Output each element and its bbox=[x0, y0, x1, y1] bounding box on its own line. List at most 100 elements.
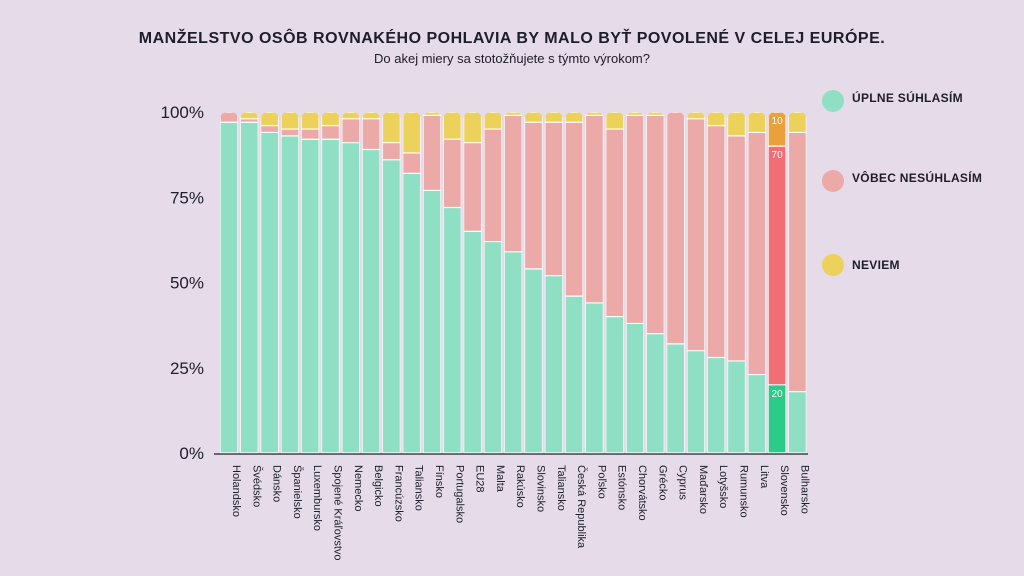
bar-outline bbox=[260, 112, 279, 454]
x-tick-label-Portugalsko: Portugalsko bbox=[453, 465, 465, 523]
x-tick-label-Lotyšsko: Lotyšsko bbox=[717, 465, 729, 508]
data-label-Slovensko-2: 10 bbox=[772, 116, 784, 127]
x-tick-label-Malta: Malta bbox=[494, 465, 506, 493]
bar-segment-Španielsko-ÚPLNE SÚHLASÍM bbox=[280, 135, 299, 453]
bar-segment-Slovensko-VÔBEC NESÚHLASÍM bbox=[768, 146, 787, 385]
x-tick-label-Holandsko: Holandsko bbox=[230, 465, 242, 517]
bar-segment-Chorvátsko-NEVIEM bbox=[626, 112, 644, 116]
bar-outline bbox=[423, 112, 441, 454]
bar-segment-Taliansko-ÚPLNE SÚHLASÍM bbox=[402, 173, 421, 453]
bar-segment-Dánsko-NEVIEM bbox=[260, 112, 279, 126]
data-label-Slovensko-0: 20 bbox=[772, 389, 784, 400]
x-tick-label-Taliansko: Taliansko bbox=[413, 465, 425, 511]
x-tick-label-Poľsko: Poľsko bbox=[595, 465, 607, 499]
bar-segment-Luxembursko-NEVIEM bbox=[301, 112, 320, 130]
bar-segment-Dánsko-ÚPLNE SÚHLASÍM bbox=[260, 132, 279, 453]
bar-segment-Česká Republika-NEVIEM bbox=[565, 112, 584, 123]
bar-segment-Bulharsko-ÚPLNE SÚHLASÍM bbox=[788, 391, 807, 453]
bar-segment-Litva-NEVIEM bbox=[747, 112, 766, 133]
bar-segment-Cyprus-ÚPLNE SÚHLASÍM bbox=[666, 343, 685, 453]
bar-segment-EU28-ÚPLNE SÚHLASÍM bbox=[463, 231, 482, 453]
bar-segment-Rakúsko-NEVIEM bbox=[504, 112, 523, 116]
legend-swatch-agree bbox=[822, 90, 844, 112]
bar-segment-Nemecko-VÔBEC NESÚHLASÍM bbox=[341, 118, 360, 143]
bar-segment-Fínsko-VÔBEC NESÚHLASÍM bbox=[423, 115, 441, 191]
x-tick-label-Grécko: Grécko bbox=[656, 465, 668, 500]
bar-outline bbox=[524, 112, 543, 454]
bar-segment-Fínsko-ÚPLNE SÚHLASÍM bbox=[423, 190, 441, 453]
bar-segment-Poľsko-VÔBEC NESÚHLASÍM bbox=[585, 115, 604, 303]
bar-segment-Holandsko-ÚPLNE SÚHLASÍM bbox=[220, 122, 238, 453]
x-tick-label-Slovensko: Slovensko bbox=[778, 465, 790, 516]
legend-swatch-disagree bbox=[822, 170, 844, 192]
bar-outline bbox=[220, 112, 238, 454]
bar-segment-Luxembursko-ÚPLNE SÚHLASÍM bbox=[301, 139, 320, 453]
y-tick-label: 25% bbox=[170, 359, 204, 378]
x-tick-label-Fínsko: Fínsko bbox=[433, 465, 445, 498]
bar-outline bbox=[280, 112, 299, 454]
x-tick-label-Česká Republika: Česká Republika bbox=[575, 465, 588, 549]
bar-segment-Cyprus-VÔBEC NESÚHLASÍM bbox=[666, 112, 685, 344]
bar-segment-Dánsko-VÔBEC NESÚHLASÍM bbox=[260, 125, 279, 133]
bar-outline bbox=[544, 112, 563, 454]
bar-segment-Francúzsko-ÚPLNE SÚHLASÍM bbox=[382, 159, 401, 454]
chart-title: MANŽELSTVO OSÔB ROVNAKÉHO POHLAVIA BY MA… bbox=[138, 30, 886, 47]
bar-segment-Grécko-VÔBEC NESÚHLASÍM bbox=[646, 115, 665, 334]
bar-outline bbox=[402, 112, 421, 454]
bar-outline bbox=[788, 112, 807, 454]
bar-outline bbox=[626, 112, 644, 454]
bar-outline bbox=[443, 112, 462, 454]
bar-segment-EU28-VÔBEC NESÚHLASÍM bbox=[463, 142, 482, 232]
bar-segment-Rumunsko-VÔBEC NESÚHLASÍM bbox=[727, 135, 746, 361]
bar-segment-Portugalsko-VÔBEC NESÚHLASÍM bbox=[443, 139, 462, 208]
bar-segment-Holandsko-VÔBEC NESÚHLASÍM bbox=[220, 112, 238, 123]
x-tick-label-Nemecko: Nemecko bbox=[352, 465, 364, 511]
bar-segment-Taliansko-ÚPLNE SÚHLASÍM bbox=[544, 275, 563, 453]
x-tick-label-Maďarsko: Maďarsko bbox=[697, 465, 709, 514]
bar-outline bbox=[463, 112, 482, 454]
bar-segment-Maďarsko-NEVIEM bbox=[686, 112, 705, 119]
bar-segment-Belgicko-NEVIEM bbox=[362, 112, 381, 119]
bar-outline bbox=[321, 112, 340, 454]
bar-segment-Grécko-ÚPLNE SÚHLASÍM bbox=[646, 333, 665, 453]
bar-segment-Švédsko-NEVIEM bbox=[240, 112, 259, 119]
x-tick-label-Švédsko: Švédsko bbox=[250, 465, 263, 507]
bar-segment-Slovinsko-ÚPLNE SÚHLASÍM bbox=[524, 268, 543, 453]
bar-outline bbox=[240, 112, 259, 454]
bar-segment-Litva-ÚPLNE SÚHLASÍM bbox=[747, 374, 766, 453]
bar-segment-Bulharsko-VÔBEC NESÚHLASÍM bbox=[788, 132, 807, 392]
bar-segment-Chorvátsko-VÔBEC NESÚHLASÍM bbox=[626, 115, 644, 324]
x-tick-label-Chorvátsko: Chorvátsko bbox=[636, 465, 648, 521]
x-tick-label-Rumunsko: Rumunsko bbox=[738, 465, 750, 518]
y-tick-label: 100% bbox=[161, 103, 204, 122]
x-tick-label-EU28: EU28 bbox=[474, 465, 486, 493]
legend-label-dont-know: NEVIEM bbox=[852, 258, 900, 272]
bar-segment-Nemecko-NEVIEM bbox=[341, 112, 360, 119]
bar-segment-Estónsko-ÚPLNE SÚHLASÍM bbox=[605, 316, 624, 453]
bar-segment-Rakúsko-VÔBEC NESÚHLASÍM bbox=[504, 115, 523, 252]
bar-segment-Belgicko-VÔBEC NESÚHLASÍM bbox=[362, 118, 381, 150]
legend-swatch-dont-know bbox=[822, 254, 844, 276]
bar-segment-Švédsko-ÚPLNE SÚHLASÍM bbox=[240, 122, 259, 453]
bar-segment-Francúzsko-NEVIEM bbox=[382, 112, 401, 143]
bar-segment-Nemecko-ÚPLNE SÚHLASÍM bbox=[341, 142, 360, 453]
bar-segment-Rumunsko-ÚPLNE SÚHLASÍM bbox=[727, 360, 746, 453]
x-tick-label-Belgicko: Belgicko bbox=[372, 465, 384, 507]
bar-segment-Fínsko-NEVIEM bbox=[423, 112, 441, 116]
legend-label-agree: ÚPLNE SÚHLASÍM bbox=[852, 91, 963, 105]
bar-segment-Bulharsko-NEVIEM bbox=[788, 112, 807, 133]
x-tick-label-Luxembursko: Luxembursko bbox=[311, 465, 323, 531]
x-tick-label-Estónsko: Estónsko bbox=[616, 465, 628, 510]
bar-segment-Taliansko-NEVIEM bbox=[402, 112, 421, 153]
bar-segment-Malta-NEVIEM bbox=[483, 112, 502, 130]
bar-segment-Portugalsko-NEVIEM bbox=[443, 112, 462, 140]
bar-segment-EU28-NEVIEM bbox=[463, 112, 482, 143]
x-tick-label-Litva: Litva bbox=[758, 465, 770, 489]
bar-segment-Taliansko-NEVIEM bbox=[544, 112, 563, 123]
bar-segment-Španielsko-VÔBEC NESÚHLASÍM bbox=[280, 129, 299, 136]
bar-outline bbox=[646, 112, 665, 454]
bar-segment-Lotyšsko-ÚPLNE SÚHLASÍM bbox=[707, 357, 726, 453]
x-tick-label-Cyprus: Cyprus bbox=[677, 465, 689, 500]
bar-segment-Spojené Kráľovstvo-NEVIEM bbox=[321, 112, 340, 126]
